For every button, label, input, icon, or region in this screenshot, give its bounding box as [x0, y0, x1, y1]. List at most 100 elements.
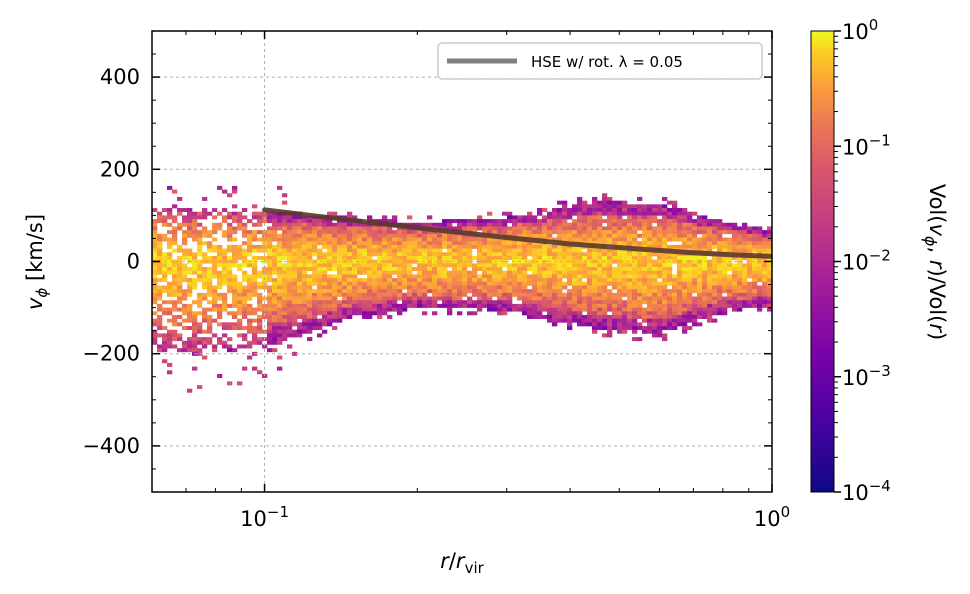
- heatmap-cell: [177, 285, 183, 290]
- heatmap-cell: [707, 292, 713, 297]
- heatmap-cell: [642, 289, 648, 294]
- heatmap-cell: [152, 296, 158, 301]
- heatmap-cell: [287, 300, 293, 305]
- heatmap-cell: [277, 267, 283, 272]
- heatmap-cell: [557, 259, 563, 264]
- heatmap-cell: [602, 248, 608, 253]
- heatmap-cell: [197, 248, 203, 253]
- heatmap-cell: [597, 222, 603, 227]
- heatmap-cell: [227, 215, 233, 220]
- heatmap-cell: [402, 252, 408, 257]
- heatmap-cell: [282, 226, 288, 231]
- heatmap-cell: [262, 230, 268, 235]
- heatmap-cell: [692, 211, 698, 216]
- heatmap-cell: [372, 307, 378, 312]
- heatmap-cell: [557, 281, 563, 286]
- heatmap-cell: [712, 307, 718, 312]
- heatmap-cell: [567, 278, 573, 283]
- heatmap-cell: [642, 307, 648, 312]
- heatmap-cell: [372, 226, 378, 231]
- heatmap-cell: [697, 281, 703, 286]
- heatmap-cell: [557, 244, 563, 249]
- heatmap-cell: [442, 259, 448, 264]
- heatmap-cell: [232, 274, 238, 279]
- heatmap-cell: [482, 263, 488, 268]
- heatmap-cell: [297, 303, 303, 308]
- heatmap-cell: [212, 255, 218, 260]
- heatmap-cell: [692, 230, 698, 235]
- heatmap-cell: [577, 226, 583, 231]
- heatmap-cell: [447, 311, 453, 316]
- heatmap-cell: [722, 255, 728, 260]
- heatmap-cell: [757, 244, 763, 249]
- heatmap-cell: [582, 200, 588, 205]
- heatmap-cell: [352, 233, 358, 238]
- heatmap-cell: [637, 267, 643, 272]
- heatmap-cell: [402, 248, 408, 253]
- heatmap-cell: [747, 274, 753, 279]
- heatmap-cell: [342, 248, 348, 253]
- heatmap-cell: [727, 292, 733, 297]
- heatmap-cell: [457, 226, 463, 231]
- heatmap-cell: [597, 248, 603, 253]
- heatmap-cell: [572, 300, 578, 305]
- heatmap-cell: [722, 263, 728, 268]
- heatmap-cell: [467, 241, 473, 246]
- heatmap-cell: [502, 281, 508, 286]
- heatmap-cell: [682, 307, 688, 312]
- heatmap-cell: [437, 274, 443, 279]
- heatmap-cell: [317, 252, 323, 257]
- heatmap-cell: [267, 267, 273, 272]
- heatmap-cell: [627, 281, 633, 286]
- heatmap-cell: [717, 222, 723, 227]
- heatmap-cell: [487, 274, 493, 279]
- heatmap-cell: [727, 300, 733, 305]
- heatmap-cell: [732, 267, 738, 272]
- heatmap-cell: [317, 296, 323, 301]
- heatmap-cell: [412, 230, 418, 235]
- heatmap-cell: [587, 292, 593, 297]
- heatmap-cell: [267, 248, 273, 253]
- heatmap-cell: [262, 267, 268, 272]
- heatmap-cell: [237, 267, 243, 272]
- heatmap-cell: [192, 300, 198, 305]
- heatmap-cell: [487, 255, 493, 260]
- heatmap-cell: [702, 233, 708, 238]
- heatmap-cell: [427, 296, 433, 301]
- heatmap-cell: [537, 274, 543, 279]
- heatmap-cell: [427, 230, 433, 235]
- heatmap-cell: [512, 244, 518, 249]
- heatmap-cell: [502, 285, 508, 290]
- heatmap-cell: [637, 211, 643, 216]
- heatmap-cell: [222, 326, 228, 331]
- heatmap-cell: [432, 281, 438, 286]
- heatmap-cell: [217, 252, 223, 257]
- heatmap-cell: [167, 259, 173, 264]
- heatmap-cell: [592, 196, 598, 201]
- heatmap-cell: [182, 230, 188, 235]
- heatmap-cell: [477, 241, 483, 246]
- heatmap-cell: [692, 307, 698, 312]
- heatmap-cell: [527, 267, 533, 272]
- heatmap-cell: [232, 211, 238, 216]
- heatmap-cell: [172, 281, 178, 286]
- heatmap-cell: [192, 278, 198, 283]
- heatmap-cell: [672, 300, 678, 305]
- heatmap-cell: [307, 326, 313, 331]
- heatmap-cell: [277, 366, 283, 371]
- heatmap-cell: [347, 241, 353, 246]
- heatmap-cell: [242, 241, 248, 246]
- heatmap-cell: [502, 244, 508, 249]
- heatmap-cell: [627, 314, 633, 319]
- heatmap-cell: [402, 233, 408, 238]
- heatmap-cell: [247, 303, 253, 308]
- heatmap-cell: [687, 230, 693, 235]
- heatmap-cell: [167, 185, 173, 190]
- heatmap-cell: [167, 252, 173, 257]
- heatmap-cell: [347, 215, 353, 220]
- heatmap-cell: [767, 300, 772, 305]
- heatmap-cell: [652, 285, 658, 290]
- heatmap-cell: [432, 285, 438, 290]
- heatmap-cell: [482, 248, 488, 253]
